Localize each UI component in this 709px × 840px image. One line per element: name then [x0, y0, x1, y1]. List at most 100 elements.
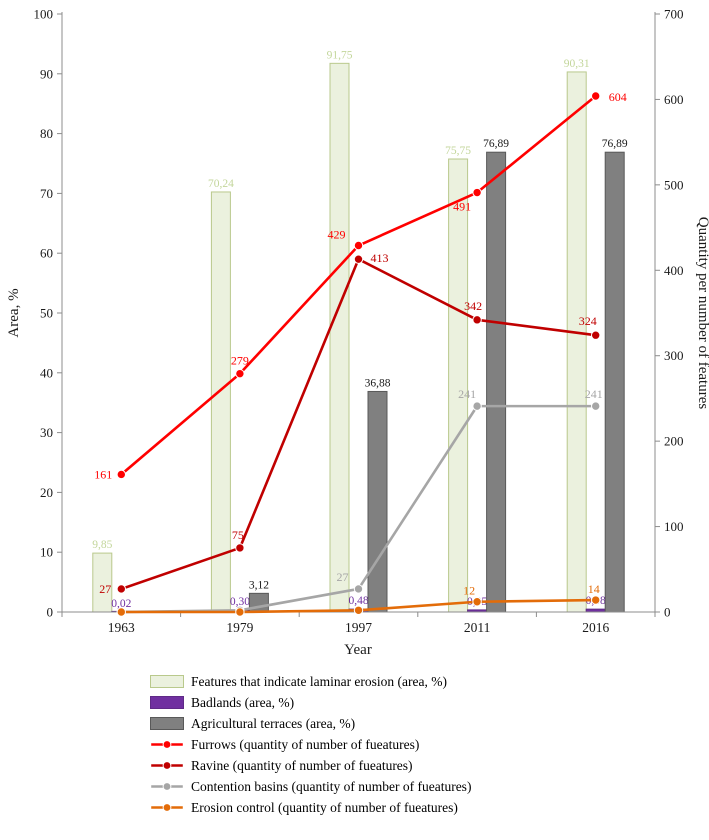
chart-canvas: Area, % Quantity per number of features … — [6, 7, 709, 659]
bar-terraces-2011 — [486, 151, 507, 613]
y-left-tick-label: 90 — [40, 66, 53, 81]
legend-label-erosion: Erosion control (quantity of number of f… — [191, 799, 458, 815]
line-ravine — [120, 257, 596, 591]
legend-label-furrows: Furrows (quantity of number of fueatures… — [191, 736, 420, 752]
line-label-contention-2011: 241 — [458, 387, 476, 401]
x-tick-label: 1997 — [345, 620, 372, 635]
line-label-ravine-1963: 27 — [99, 582, 111, 596]
point-ravine-2016 — [591, 330, 601, 340]
x-tick-label: 1979 — [226, 620, 253, 635]
bar-label-badlands-1997: 0,48 — [348, 595, 368, 607]
y-left-tick-label: 20 — [40, 485, 53, 500]
bar-label-terraces-2016: 76,89 — [602, 138, 628, 150]
point-ravine-1979 — [235, 543, 245, 553]
legend-label-laminar: Features that indicate laminar erosion (… — [191, 673, 448, 689]
bar-label-laminar-2011: 75,75 — [445, 145, 471, 157]
bar-label-laminar-1997: 91,75 — [327, 49, 353, 61]
point-erosion-1979 — [235, 607, 245, 617]
y-right-tick-label: 0 — [664, 605, 671, 620]
x-tick-label: 2011 — [464, 620, 491, 635]
bar-terraces-1997 — [367, 390, 388, 613]
y-right-tick-label: 600 — [664, 92, 684, 107]
point-furrows-1963 — [116, 469, 127, 480]
bar-label-laminar-1963: 9,85 — [92, 539, 112, 551]
line-label-ravine-1997: 413 — [371, 251, 389, 265]
legend-item-laminar: Features that indicate laminar erosion (… — [150, 671, 709, 692]
chart-legend: Features that indicate laminar erosion (… — [150, 671, 709, 818]
line-label-erosion-2011: 12 — [463, 584, 475, 598]
bar-label-badlands-1963: 0,02 — [111, 598, 131, 610]
y-axis-right-title: Quantity per number of features — [695, 217, 709, 410]
legend-label-ravine: Ravine (quantity of number of fueatures) — [191, 757, 413, 773]
legend-item-furrows: Furrows (quantity of number of fueatures… — [150, 734, 709, 755]
legend-item-erosion: Erosion control (quantity of number of f… — [150, 797, 709, 818]
x-tick-label: 1963 — [108, 620, 135, 635]
line-label-furrows-1963: 161 — [94, 467, 112, 481]
line-furrows — [120, 95, 597, 476]
legend-label-terraces: Agricultural terraces (area, %) — [191, 715, 356, 731]
point-erosion-2011 — [472, 597, 482, 607]
y-left-tick-label: 50 — [40, 306, 53, 321]
legend-swatch-contention — [151, 782, 183, 791]
legend-swatch-ravine — [151, 761, 183, 770]
y-right-tick-label: 400 — [664, 263, 684, 278]
y-right-tick-label: 100 — [664, 519, 684, 534]
y-left-tick-label: 100 — [34, 7, 54, 22]
line-label-furrows-2016: 604 — [609, 90, 627, 104]
y-right-tick-label: 200 — [664, 434, 684, 449]
y-left-tick-label: 80 — [40, 126, 53, 141]
y-right-tick-label: 700 — [664, 7, 684, 22]
legend-item-contention: Contention basins (quantity of number of… — [150, 776, 709, 797]
bar-laminar-2016 — [566, 71, 587, 613]
point-furrows-2016 — [591, 91, 601, 101]
legend-label-contention: Contention basins (quantity of number of… — [191, 778, 472, 794]
line-label-furrows-2011: 491 — [453, 200, 471, 214]
point-contention-2016 — [591, 401, 601, 411]
point-contention-2011 — [472, 401, 482, 411]
y-left-tick-label: 60 — [40, 246, 53, 261]
line-label-ravine-1979: 75 — [232, 528, 244, 542]
y-left-tick-label: 10 — [40, 545, 53, 560]
y-left-tick-label: 0 — [47, 605, 54, 620]
point-ravine-1963 — [116, 584, 127, 594]
bar-label-laminar-2016: 90,31 — [564, 58, 590, 70]
point-furrows-2011 — [472, 187, 482, 198]
line-label-ravine-2011: 342 — [464, 299, 482, 313]
y-axis-left-title: Area, % — [6, 288, 22, 337]
point-erosion-1997 — [353, 605, 364, 615]
line-label-furrows-1979: 279 — [231, 354, 249, 368]
y-right-tick-label: 300 — [664, 348, 684, 363]
point-ravine-2011 — [472, 315, 482, 325]
legend-item-terraces: Agricultural terraces (area, %) — [150, 713, 709, 734]
y-left-tick-label: 70 — [40, 186, 53, 201]
point-furrows-1979 — [235, 368, 245, 379]
legend-item-ravine: Ravine (quantity of number of fueatures) — [150, 755, 709, 776]
x-tick-label: 2016 — [582, 620, 609, 635]
line-contention — [121, 404, 596, 614]
point-furrows-1997 — [353, 240, 364, 251]
y-left-tick-label: 40 — [40, 365, 53, 380]
y-right-tick-label: 500 — [664, 177, 684, 192]
bar-laminar-1997 — [329, 62, 350, 613]
bar-label-terraces-1997: 36,88 — [365, 377, 391, 389]
legend-swatch-terraces — [150, 717, 184, 730]
point-erosion-2016 — [591, 595, 601, 605]
y-left-tick-label: 30 — [40, 425, 53, 440]
line-label-contention-2016: 241 — [585, 387, 603, 401]
legend-swatch-furrows — [151, 740, 183, 749]
bar-label-terraces-2011: 76,89 — [483, 138, 509, 150]
bar-label-terraces-1979: 3,12 — [249, 579, 269, 591]
legend-swatch-badlands — [150, 696, 184, 709]
bar-laminar-2011 — [448, 158, 469, 613]
line-label-contention-1997: 27 — [337, 570, 349, 584]
line-label-erosion-2016: 14 — [588, 582, 600, 596]
legend-item-badlands: Badlands (area, %) — [150, 692, 709, 713]
bar-label-badlands-1979: 0,30 — [230, 596, 250, 608]
line-label-furrows-1997: 429 — [328, 228, 346, 242]
bar-label-laminar-1979: 70,24 — [208, 178, 234, 190]
bar-terraces-2016 — [604, 151, 625, 613]
point-ravine-1997 — [353, 254, 364, 264]
point-erosion-1963 — [116, 607, 127, 617]
legend-swatch-laminar — [150, 675, 184, 688]
